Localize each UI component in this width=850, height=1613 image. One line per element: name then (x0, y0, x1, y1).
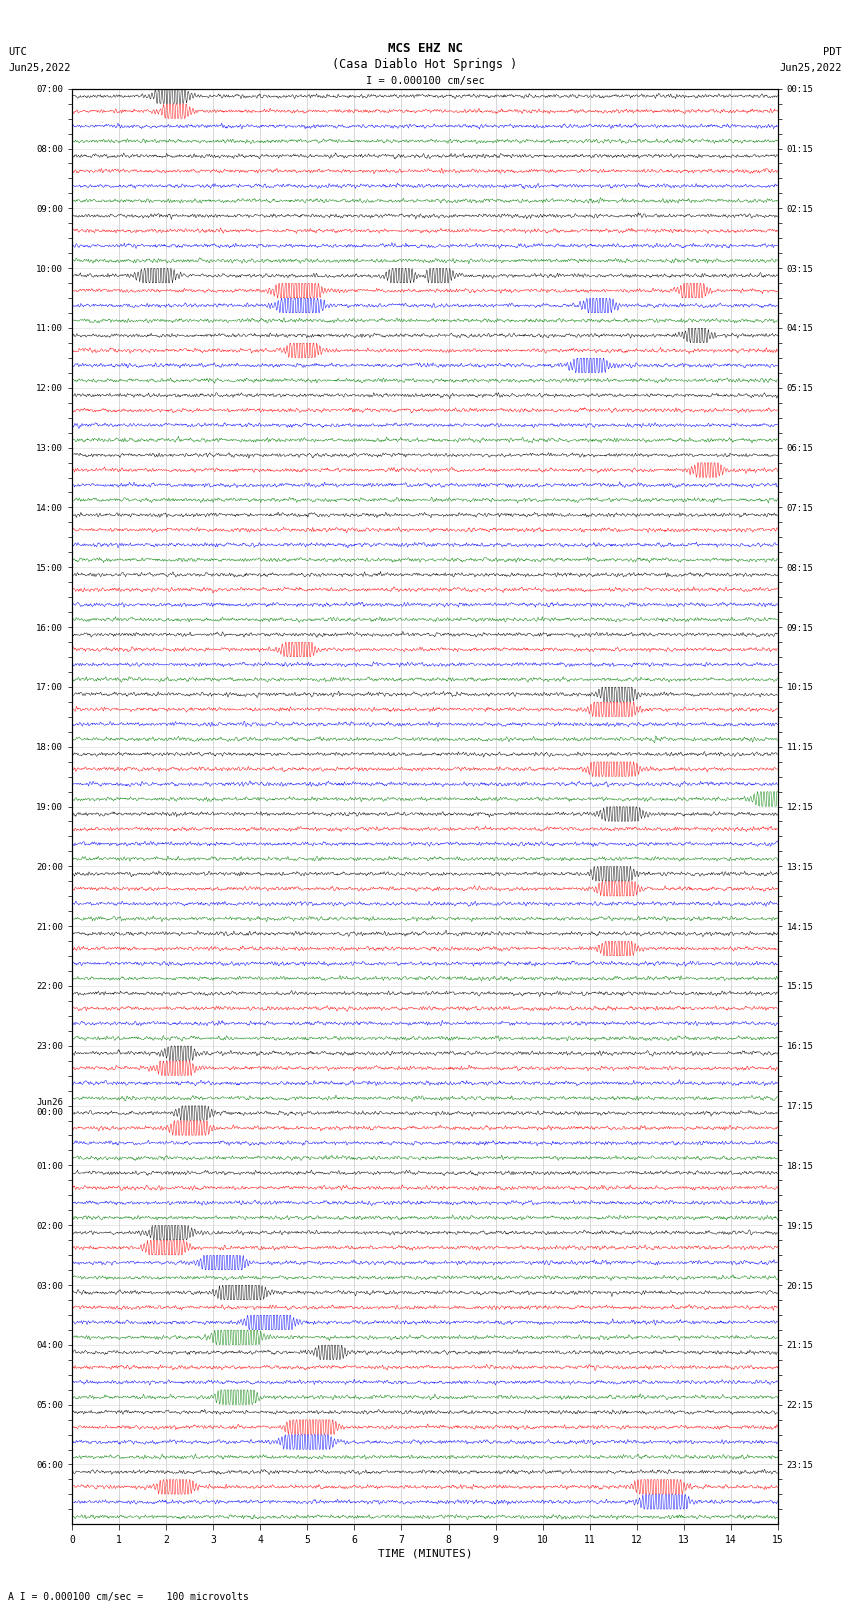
Text: Jun25,2022: Jun25,2022 (779, 63, 842, 73)
Text: I = 0.000100 cm/sec: I = 0.000100 cm/sec (366, 76, 484, 85)
Text: A I = 0.000100 cm/sec =    100 microvolts: A I = 0.000100 cm/sec = 100 microvolts (8, 1592, 249, 1602)
Text: (Casa Diablo Hot Springs ): (Casa Diablo Hot Springs ) (332, 58, 518, 71)
Text: PDT: PDT (823, 47, 842, 56)
Text: MCS EHZ NC: MCS EHZ NC (388, 42, 462, 55)
X-axis label: TIME (MINUTES): TIME (MINUTES) (377, 1548, 473, 1558)
Text: UTC: UTC (8, 47, 27, 56)
Text: Jun25,2022: Jun25,2022 (8, 63, 71, 73)
